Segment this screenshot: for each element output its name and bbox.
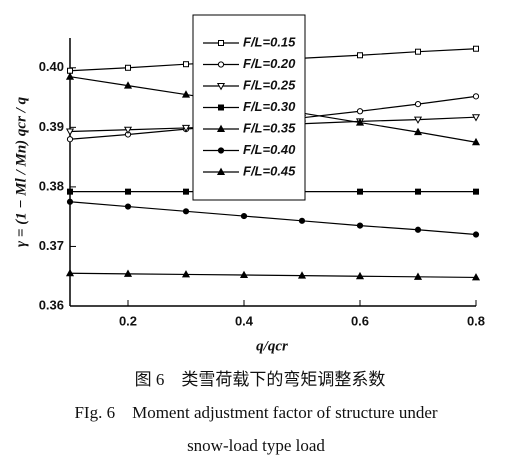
caption-cn: 图 6 类雪荷载下的弯矩调整系数 [135,370,386,389]
x-axis-label: q/qcr [256,338,288,354]
y-tick-label: 0.38 [39,178,64,193]
marker [415,48,421,55]
marker [123,81,133,89]
marker [240,212,248,220]
marker [471,114,481,122]
marker [182,208,190,215]
marker [65,72,75,80]
y-tick-label: 0.40 [39,59,64,74]
caption-en: snow-load type load [187,436,325,455]
x-tick-label: 0.8 [467,313,485,328]
marker [413,116,423,124]
marker [181,124,191,133]
marker [355,271,365,280]
series-line [69,272,477,279]
marker [472,231,480,238]
marker [471,137,481,146]
marker [355,118,365,126]
marker [415,188,421,195]
marker [181,270,191,278]
marker [125,188,131,195]
y-axis-label: γ = (1 − Ml / Mn) qcr / q [13,96,29,247]
marker [297,271,307,279]
marker [65,268,75,277]
marker [66,136,74,143]
marker [471,273,481,281]
marker [125,64,131,71]
marker [123,126,133,135]
series-line [69,201,477,236]
legend-label: F/L=0.25 [243,77,296,92]
marker [183,61,189,68]
y-tick-label: 0.36 [39,297,64,312]
marker [65,128,75,136]
legend-marker [217,61,225,68]
legend-label: F/L=0.35 [243,120,296,135]
legend-marker [218,104,224,111]
legend-marker [217,147,225,154]
y-tick-label: 0.37 [39,238,64,253]
marker [413,272,423,280]
marker [356,108,364,115]
legend-label: F/L=0.40 [243,142,296,157]
marker [414,226,422,233]
marker [473,45,479,52]
marker [181,90,191,98]
legend-label: F/L=0.45 [243,163,296,178]
legend-marker [216,83,226,91]
y-tick-label: 0.39 [39,119,64,134]
legend-label: F/L=0.30 [243,99,296,114]
marker [472,93,480,100]
legend-marker [216,167,226,175]
marker [298,217,306,224]
legend-marker [218,40,224,46]
x-tick-label: 0.2 [119,313,137,328]
marker [473,188,479,195]
marker [413,127,423,136]
marker [414,101,422,108]
marker [357,52,363,59]
marker [123,269,133,277]
marker [357,188,363,195]
x-tick-label: 0.6 [351,313,369,328]
marker [67,188,73,195]
legend-label: F/L=0.15 [243,34,296,49]
legend-label: F/L=0.20 [243,56,296,71]
marker [183,188,189,195]
caption-en: FIg. 6 Moment adjustment factor of struc… [74,403,437,422]
marker [356,222,364,229]
marker [239,270,249,279]
marker [66,198,74,205]
x-tick-label: 0.4 [235,313,254,328]
marker [124,203,132,210]
legend-marker [216,124,226,132]
